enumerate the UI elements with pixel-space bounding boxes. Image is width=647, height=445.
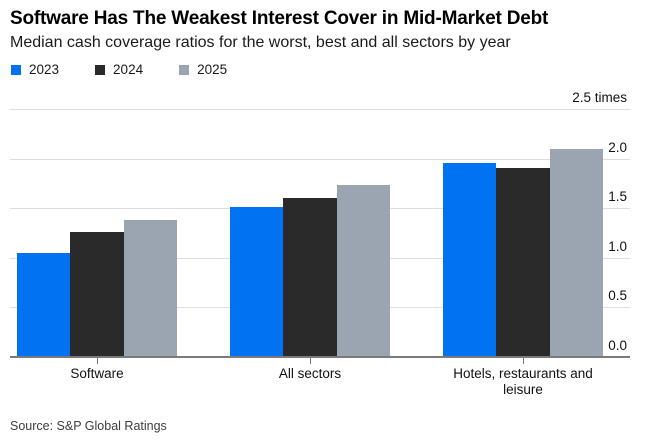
chart-subtitle: Median cash coverage ratios for the wors… — [10, 34, 511, 51]
y-axis-tick-label: 0.5 — [608, 288, 627, 304]
bar-2024-all-sectors — [283, 198, 337, 356]
gridline — [10, 158, 630, 160]
y-axis-tick-label: 2.0 — [608, 139, 627, 155]
bar-2025-hotels-restaurants-and-leisure — [549, 148, 603, 356]
x-axis-tick — [523, 358, 524, 364]
legend-item-2023: 2023 — [11, 62, 59, 77]
x-axis-tick — [97, 358, 98, 364]
x-axis-category-label: Software — [70, 366, 124, 381]
x-axis-tick — [310, 358, 311, 364]
bar-2024-software — [70, 232, 124, 356]
legend-label: 2023 — [29, 62, 60, 77]
bar-2023-all-sectors — [230, 207, 284, 356]
x-axis-line — [10, 356, 630, 358]
legend-swatch-icon — [95, 64, 106, 75]
bar-2025-software — [123, 220, 177, 356]
bar-2023-software — [17, 252, 71, 356]
legend-swatch-icon — [11, 64, 21, 75]
x-axis-category-label: Hotels, restaurants and leisure — [453, 366, 593, 397]
legend-item-2025: 2025 — [179, 62, 227, 77]
legend-label: 2025 — [197, 62, 228, 77]
bar-2023-hotels-restaurants-and-leisure — [443, 162, 497, 356]
legend-label: 2024 — [113, 62, 144, 77]
legend-item-2024: 2024 — [95, 62, 143, 77]
y-axis-tick-label: 0.0 — [608, 338, 627, 353]
chart-title: Software Has The Weakest Interest Cover … — [10, 8, 549, 29]
legend: 2023 2024 2025 — [11, 62, 227, 77]
y-axis-tick-label: 1.5 — [608, 189, 627, 205]
bar-2024-hotels-restaurants-and-leisure — [496, 167, 550, 356]
gridline — [10, 109, 630, 110]
bar-2025-all-sectors — [336, 185, 390, 356]
x-axis-category-label: All sectors — [278, 366, 342, 381]
y-axis-tick-label: 2.5 times — [572, 90, 627, 105]
legend-swatch-icon — [179, 64, 190, 75]
source-note: Source: S&P Global Ratings — [10, 419, 167, 433]
y-axis-tick-label: 1.0 — [608, 238, 627, 254]
